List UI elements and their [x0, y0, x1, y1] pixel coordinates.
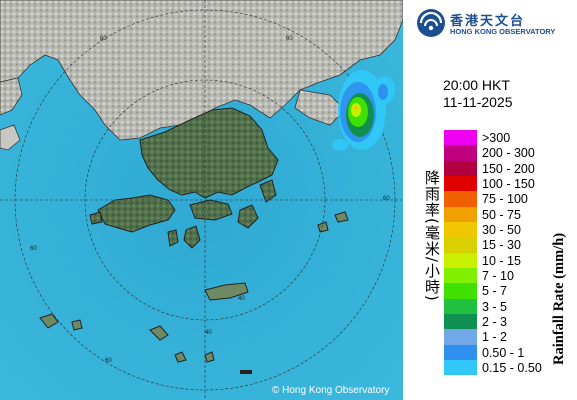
legend-swatch — [444, 267, 477, 284]
lantau-island — [97, 194, 176, 233]
legend-label: 1 - 2 — [482, 330, 508, 345]
legend-row: 15 - 30 — [444, 237, 564, 253]
legend-label: 50 - 75 — [482, 207, 521, 222]
date-label: 11-11-2025 — [443, 94, 513, 110]
range-ring-label: 40 — [238, 296, 245, 302]
legend-swatch — [444, 283, 477, 299]
rainfall-legend: >300 200 - 300 150 - 200 100 - 150 75 - 100 5… — [444, 130, 564, 376]
legend-row: 100 - 150 — [444, 175, 564, 192]
logo-name-cn: 香港天文台 — [450, 14, 526, 29]
legend-label: 100 - 150 — [482, 176, 535, 191]
legend-swatch — [444, 344, 477, 360]
legend-label: 7 - 10 — [482, 268, 514, 283]
legend-label: 200 - 300 — [482, 146, 535, 161]
legend-label: 15 - 30 — [482, 238, 521, 253]
legend-swatch — [444, 206, 477, 222]
legend-row: 2 - 3 — [444, 313, 564, 330]
legend-label: 2 - 3 — [482, 314, 508, 329]
rain-echo — [332, 70, 395, 151]
range-rings — [0, 0, 403, 400]
legend-swatch — [444, 329, 477, 345]
range-ring-label: 60 — [30, 246, 37, 252]
legend-row: 3 - 5 — [444, 298, 564, 314]
legend-swatch — [444, 313, 477, 330]
legend-title-cn: 降雨率(毫米/小時) — [423, 170, 441, 302]
legend-swatch — [444, 252, 477, 268]
legend-row: 10 - 15 — [444, 252, 564, 268]
legend-row: 5 - 7 — [444, 283, 564, 299]
range-ring-label: 60 — [286, 36, 293, 42]
range-ring-label: 60 — [383, 196, 390, 202]
legend-swatch — [444, 145, 477, 161]
legend-swatch — [444, 359, 477, 376]
legend-row: 0.15 - 0.50 — [444, 359, 564, 376]
copyright-text: © Hong Kong Observatory — [272, 385, 390, 396]
legend-row: 150 - 200 — [444, 160, 564, 176]
legend-row: 7 - 10 — [444, 267, 564, 284]
range-ring-label: 40 — [205, 330, 212, 336]
legend-row: 75 - 100 — [444, 191, 564, 207]
legend-label: 0.15 - 0.50 — [482, 360, 542, 375]
legend-swatch — [444, 175, 477, 192]
legend-row: >300 — [444, 130, 564, 146]
legend-swatch — [444, 160, 477, 176]
legend-row: 50 - 75 — [444, 206, 564, 222]
legend-label: 30 - 50 — [482, 222, 521, 237]
legend-label: 10 - 15 — [482, 253, 521, 268]
legend-label: 150 - 200 — [482, 161, 535, 176]
legend-panel: 香港天文台 HONG KONG OBSERVATORY 20:00 HKT 11… — [403, 0, 577, 400]
hko-logo-icon — [417, 9, 445, 37]
legend-label: 75 - 100 — [482, 192, 528, 207]
legend-swatch — [444, 130, 477, 146]
legend-row: 1 - 2 — [444, 329, 564, 345]
legend-row: 30 - 50 — [444, 221, 564, 238]
legend-swatch — [444, 191, 477, 207]
time-label: 20:00 HKT — [443, 77, 510, 93]
legend-swatch — [444, 237, 477, 253]
radar-map-graphic: 60 60 60 40 40 60 60 — [0, 0, 403, 400]
legend-swatch — [444, 221, 477, 238]
legend-row: 200 - 300 — [444, 145, 564, 161]
range-ring-label: 60 — [100, 36, 107, 42]
observatory-logo: 香港天文台 HONG KONG OBSERVATORY — [416, 6, 576, 40]
hong-kong-landmass — [139, 107, 279, 199]
legend-label: 5 - 7 — [482, 284, 508, 299]
radar-map: 60 60 60 40 40 60 60 © Hong Kong Observatory — [0, 0, 403, 400]
legend-swatch — [444, 298, 477, 314]
logo-name-en: HONG KONG OBSERVATORY — [450, 27, 556, 36]
range-ring-label: 60 — [105, 358, 112, 364]
legend-label: 0.50 - 1 — [482, 345, 525, 360]
legend-row: 0.50 - 1 — [444, 344, 564, 360]
legend-label: 3 - 5 — [482, 299, 508, 314]
legend-label: >300 — [482, 131, 511, 145]
